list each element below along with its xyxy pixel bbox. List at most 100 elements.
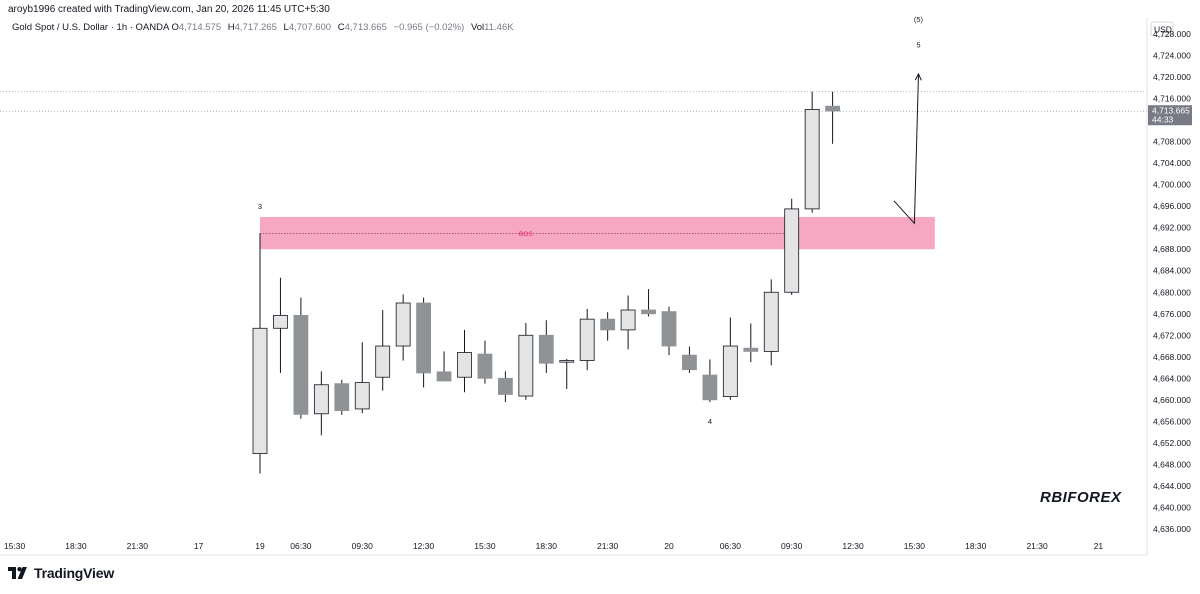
candle-body xyxy=(293,314,309,415)
x-tick-label: 15:30 xyxy=(904,541,926,551)
x-tick-label: 09:30 xyxy=(781,541,803,551)
y-tick-label: 4,644.000 xyxy=(1153,481,1191,491)
high-label: H xyxy=(227,22,235,33)
candle-body xyxy=(620,309,636,331)
y-tick-label: 4,716.000 xyxy=(1153,94,1191,104)
y-tick-label: 4,664.000 xyxy=(1153,373,1191,383)
candle-body xyxy=(252,327,268,454)
candle-body xyxy=(702,374,718,401)
y-tick-label: 4,680.000 xyxy=(1153,287,1191,297)
x-tick-label: 18:30 xyxy=(965,541,987,551)
candle-body xyxy=(825,105,840,112)
y-tick-label: 4,692.000 xyxy=(1153,223,1191,233)
candle-body xyxy=(804,109,820,210)
candle-body xyxy=(600,318,616,331)
x-tick-label: 21:30 xyxy=(127,541,149,551)
y-tick-label: 4,656.000 xyxy=(1153,416,1191,426)
last-price-box xyxy=(1148,105,1192,126)
x-tick-label: 06:30 xyxy=(290,541,312,551)
x-tick-label: 12:30 xyxy=(413,541,435,551)
price-levels xyxy=(0,91,1147,112)
symbol-name[interactable]: Gold Spot / U.S. Dollar · 1h · OANDA xyxy=(12,22,169,33)
symbol-legend: Gold Spot / U.S. Dollar · 1h · OANDA O4,… xyxy=(12,22,518,33)
candle-body xyxy=(334,383,350,411)
x-tick-label: 09:30 xyxy=(352,541,374,551)
y-tick-label: 4,652.000 xyxy=(1153,438,1191,448)
bos-label: BOS xyxy=(519,231,533,238)
candle-body xyxy=(457,352,472,378)
tradingview-logo-text: TradingView xyxy=(34,565,115,581)
wave-label: 3 xyxy=(258,202,262,211)
bos-zone xyxy=(260,216,935,250)
price-axis[interactable]: USD 4,636.000 4,640.000 4,644.000 4,648.000… xyxy=(1146,18,1191,555)
y-tick-label: 4,728.000 xyxy=(1153,29,1191,39)
x-tick-label: 12:30 xyxy=(842,541,864,551)
projection-path xyxy=(893,73,919,225)
candle-body xyxy=(661,311,677,347)
currency-label: USD xyxy=(1154,25,1172,35)
candle-body xyxy=(538,334,554,364)
candle-body xyxy=(763,291,779,352)
y-tick-label: 4,700.000 xyxy=(1153,180,1191,190)
x-tick-label: 21:30 xyxy=(597,541,619,551)
tradingview-logo-icon xyxy=(8,567,27,579)
open-label: O xyxy=(171,22,179,33)
candle-body xyxy=(395,302,411,347)
last-price-badge: 4,713.665 44:33 xyxy=(1148,105,1192,126)
y-tick-label: 4,636.000 xyxy=(1153,524,1191,534)
y-tick-label: 4,708.000 xyxy=(1153,137,1191,147)
candle-body xyxy=(641,309,656,315)
low-label: L xyxy=(283,22,289,33)
currency-box[interactable] xyxy=(1150,21,1174,37)
x-tick-label: 20 xyxy=(664,541,674,551)
x-tick-label: 18:30 xyxy=(536,541,558,551)
volume-label: Vol xyxy=(470,22,485,33)
change-value: −0.965 (−0.02%) xyxy=(393,22,465,33)
candle-body xyxy=(559,360,575,363)
candle-body xyxy=(416,302,432,374)
last-price-value: 4,713.665 xyxy=(1152,106,1190,116)
y-tick-label: 4,640.000 xyxy=(1153,502,1191,512)
tradingview-logo[interactable]: TradingView xyxy=(8,565,114,581)
last-price-countdown: 44:33 xyxy=(1152,115,1174,125)
high-value: 4,717.265 xyxy=(234,22,277,33)
candle-body xyxy=(477,353,493,379)
x-tick-label: 17 xyxy=(194,541,204,551)
y-tick-label: 4,684.000 xyxy=(1153,266,1191,276)
candle-body xyxy=(497,377,513,395)
close-label: C xyxy=(337,22,345,33)
y-tick-label: 4,648.000 xyxy=(1153,459,1191,469)
time-axis[interactable]: 15:30 18:30 21:30 17 19 06:30 09:30 12:30 15:30 1… xyxy=(0,541,1147,556)
close-value: 4,713.665 xyxy=(344,22,387,33)
candle-body xyxy=(682,354,697,371)
wave-label: (5) xyxy=(914,15,924,24)
low-value: 4,707.600 xyxy=(288,22,332,33)
x-tick-label: 18:30 xyxy=(65,541,87,551)
x-tick-label: 06:30 xyxy=(720,541,742,551)
annotations: 3 4 5 (5) xyxy=(258,15,924,426)
candle-body xyxy=(784,208,800,293)
candle-body xyxy=(579,318,595,361)
x-tick-label: 15:30 xyxy=(4,541,26,551)
chart-credit: aroyb1996 created with TradingView.com, … xyxy=(8,4,330,15)
y-tick-label: 4,724.000 xyxy=(1153,51,1191,61)
x-tick-label: 15:30 xyxy=(474,541,496,551)
candle-body xyxy=(722,345,738,397)
open-value: 4,714.575 xyxy=(178,22,222,33)
candles xyxy=(252,91,840,474)
projection-arrowhead xyxy=(914,72,922,81)
y-tick-label: 4,696.000 xyxy=(1153,201,1191,211)
wave-label: 5 xyxy=(916,41,920,50)
candle-body xyxy=(518,334,534,397)
candle-body xyxy=(354,382,370,410)
y-tick-label: 4,704.000 xyxy=(1153,158,1191,168)
x-tick-label: 21:30 xyxy=(1026,541,1048,551)
candle-body xyxy=(743,347,759,352)
x-tick-label: 19 xyxy=(255,541,265,551)
y-tick-label: 4,660.000 xyxy=(1153,395,1191,405)
volume-value: 11.46K xyxy=(484,22,514,33)
candle-body xyxy=(313,384,329,415)
y-tick-label: 4,676.000 xyxy=(1153,309,1191,319)
candle-body xyxy=(273,314,288,329)
